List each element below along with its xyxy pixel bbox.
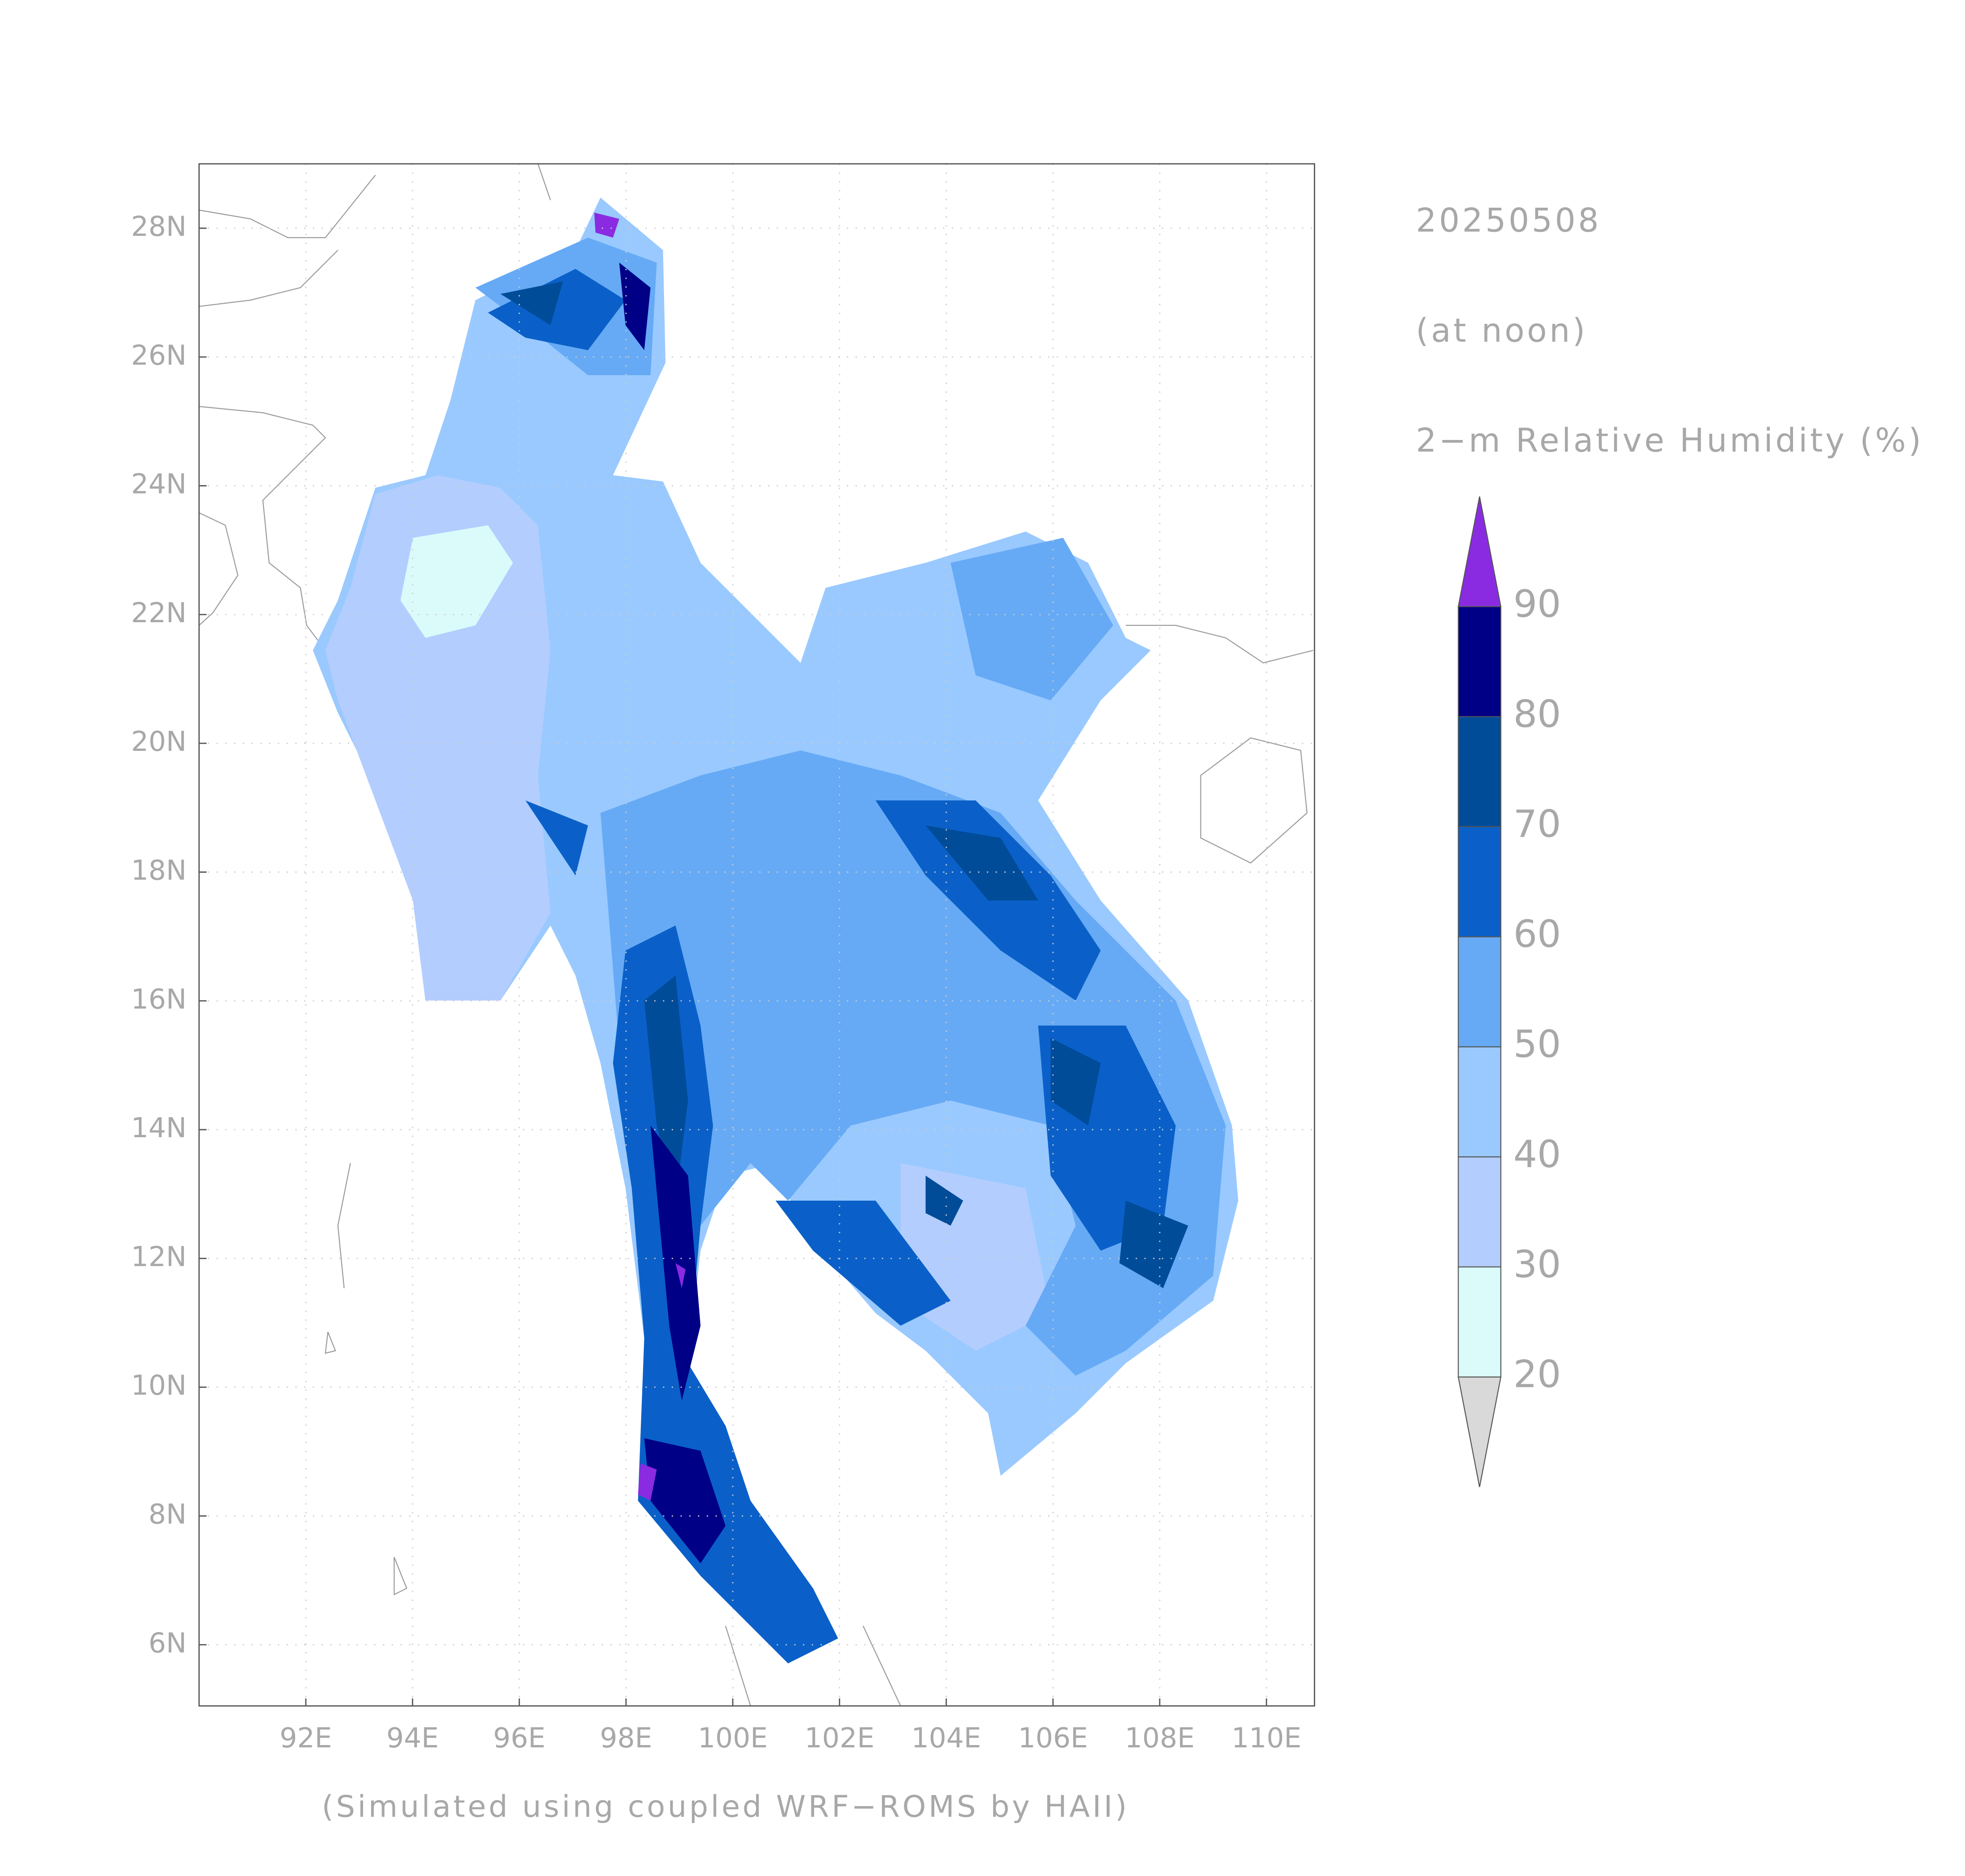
colorbar-bin <box>1458 1156 1501 1268</box>
coastline <box>199 163 1313 1706</box>
footer: (Simulated using coupled WRF−ROMS by HAI… <box>322 1789 1129 1824</box>
lon-tick-label: 108E <box>1125 1722 1195 1754</box>
colorbar-bin <box>1458 1046 1501 1158</box>
lat-tick-label: 10N <box>131 1369 186 1402</box>
graticule: 92E 94E 96E 98E 100E 102E 104E 106E 108E 110E 6N 8N… <box>131 163 1315 1754</box>
lat-tick-label: 6N <box>149 1627 187 1659</box>
colorbar-bin <box>1458 716 1501 827</box>
lat-tick-label: 24N <box>131 468 186 500</box>
coastlines <box>199 163 1313 1706</box>
colorbar-label: 80 <box>1513 692 1561 736</box>
lon-tick-label: 104E <box>911 1722 981 1754</box>
colorbar-under <box>1458 1376 1501 1487</box>
variable-title: 2−m Relative Humidity (%) <box>1416 422 1923 460</box>
colorbar-bin <box>1458 826 1501 938</box>
land-20-30 <box>400 525 513 638</box>
land-30-40 <box>325 475 1051 1351</box>
colorbar-label: 90 <box>1513 582 1561 626</box>
colorbar-bin <box>1458 936 1501 1047</box>
lat-tick-label: 16N <box>131 983 186 1015</box>
lat-tick-label: 20N <box>131 725 186 758</box>
colorbar-label: 70 <box>1513 802 1561 846</box>
humidity-field <box>313 197 1238 1664</box>
lon-tick-label: 92E <box>280 1722 332 1754</box>
colorbar-label: 60 <box>1513 912 1561 956</box>
land-60-70 <box>488 269 1176 1663</box>
lat-tick-label: 26N <box>131 339 186 371</box>
colorbar: 20 30 40 50 60 70 80 90 <box>1458 496 1561 1487</box>
lat-tick-label: 22N <box>131 597 186 629</box>
colorbar-bin <box>1458 606 1501 717</box>
lat-tick-label: 14N <box>131 1112 186 1144</box>
lon-tick-label: 106E <box>1018 1722 1088 1754</box>
map-frame <box>198 163 1315 1707</box>
colorbar-label: 40 <box>1513 1132 1561 1176</box>
lon-tick-label: 96E <box>493 1722 545 1754</box>
date: 20250508 <box>1416 201 1601 239</box>
lat-tick-label: 8N <box>149 1498 187 1530</box>
colorbar-label: 20 <box>1513 1353 1561 1396</box>
lon-tick-label: 102E <box>805 1722 874 1754</box>
land-80-90 <box>619 263 726 1563</box>
lon-tick-label: 110E <box>1232 1722 1301 1754</box>
colorbar-bin <box>1458 1266 1501 1378</box>
colorbar-label: 30 <box>1513 1242 1561 1286</box>
land-70-80 <box>500 281 1188 1288</box>
lat-tick-label: 28N <box>131 210 186 243</box>
lon-tick-label: 100E <box>698 1722 768 1754</box>
lat-tick-label: 12N <box>131 1240 186 1273</box>
lat-tick-label: 18N <box>131 854 186 887</box>
lon-tick-label: 94E <box>386 1722 439 1754</box>
lon-tick-label: 98E <box>600 1722 652 1754</box>
colorbar-over <box>1458 496 1501 607</box>
colorbar-label: 50 <box>1513 1022 1561 1066</box>
time: (at noon) <box>1416 312 1588 350</box>
